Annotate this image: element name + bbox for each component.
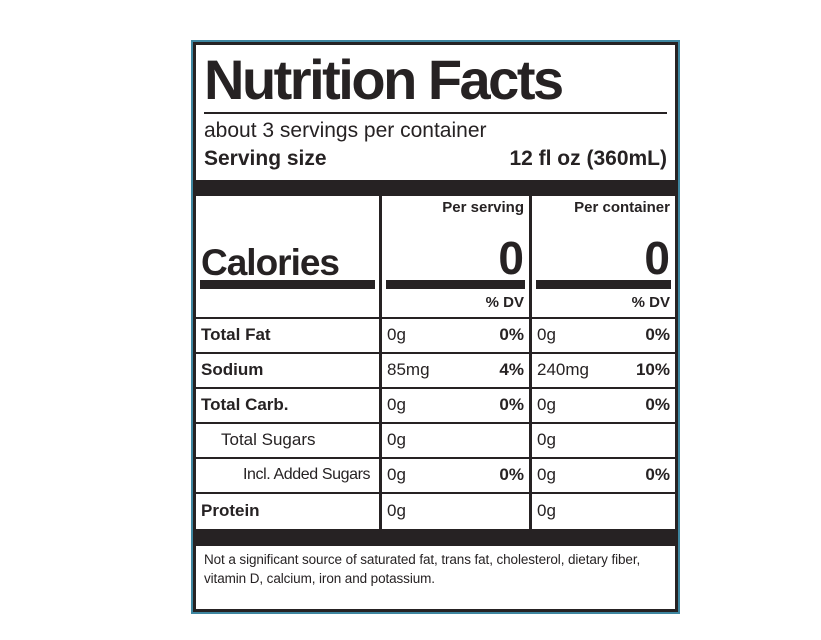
calories-bar-cell bbox=[532, 279, 675, 289]
amount-value: 0g bbox=[387, 395, 406, 415]
dv-value: 4% bbox=[499, 360, 524, 380]
calories-label: Calories bbox=[201, 241, 340, 283]
label-header: Nutrition Facts about 3 servings per con… bbox=[196, 45, 675, 180]
table-row: 0g bbox=[532, 494, 675, 529]
table-row: 0g 0% bbox=[532, 389, 675, 424]
amount-value: 0g bbox=[387, 465, 406, 485]
dv-header-per-serving: % DV bbox=[382, 289, 529, 319]
dv-value: 0% bbox=[499, 325, 524, 345]
amount-value: 240mg bbox=[537, 360, 589, 380]
nutrient-name: Total Fat bbox=[201, 325, 271, 345]
amount-value: 0g bbox=[537, 501, 556, 521]
table-row: Total Sugars bbox=[196, 424, 379, 459]
nutrient-name: Sodium bbox=[201, 360, 264, 380]
table-row: 0g 0% bbox=[382, 389, 529, 424]
calories-bar-cell bbox=[382, 279, 529, 289]
table-row: 85mg 4% bbox=[382, 354, 529, 389]
table-row: 0g bbox=[382, 494, 529, 529]
table-row: Total Carb. bbox=[196, 389, 379, 424]
table-row: 240mg 10% bbox=[532, 354, 675, 389]
per-serving-header: Per serving bbox=[442, 198, 524, 216]
calories-per-container-value: 0 bbox=[644, 232, 670, 285]
calories-bar-cell bbox=[196, 279, 379, 289]
calories-per-container-cell: Per container 0 bbox=[532, 196, 675, 285]
amount-value: 0g bbox=[537, 325, 556, 345]
dv-value: 0% bbox=[499, 395, 524, 415]
amount-value: 0g bbox=[387, 325, 406, 345]
column-per-container: Per container 0 % DV 0g 0% 240mg 10% 0g … bbox=[529, 195, 675, 529]
table-row: 0g 0% bbox=[382, 459, 529, 494]
dv-value: 0% bbox=[645, 395, 670, 415]
table-row: Sodium bbox=[196, 354, 379, 389]
amount-value: 0g bbox=[537, 430, 556, 450]
label-title: Nutrition Facts bbox=[204, 48, 564, 111]
nutrient-name: Total Carb. bbox=[201, 395, 289, 415]
table-row: 0g 0% bbox=[532, 459, 675, 494]
top-thick-divider bbox=[196, 179, 675, 196]
dv-value: 0% bbox=[645, 325, 670, 345]
serving-size-label: Serving size bbox=[204, 146, 327, 170]
column-nutrient-names: Calories Total Fat Sodium Total Carb. To… bbox=[196, 196, 379, 529]
footnote: Not a significant source of saturated fa… bbox=[204, 551, 641, 586]
dv-header-empty-cell bbox=[196, 289, 379, 319]
column-per-serving: Per serving 0 % DV 0g 0% 85mg 4% 0g 0% 0… bbox=[379, 195, 529, 529]
table-row: 0g bbox=[382, 424, 529, 459]
amount-value: 0g bbox=[387, 430, 406, 450]
per-container-header: Per container bbox=[574, 198, 670, 216]
nutrient-name: Incl. Added Sugars bbox=[243, 466, 371, 484]
calories-per-serving-value: 0 bbox=[498, 232, 524, 285]
nutrient-name: Protein bbox=[201, 501, 260, 521]
serving-size-row: Serving size 12 fl oz (360mL) bbox=[204, 145, 667, 180]
table-row: 0g bbox=[532, 424, 675, 459]
table-row: Protein bbox=[196, 494, 379, 529]
dv-header-per-container: % DV bbox=[532, 289, 675, 319]
table-row: 0g 0% bbox=[532, 319, 675, 354]
nutrient-name: Total Sugars bbox=[221, 430, 316, 450]
calories-name-cell: Calories bbox=[196, 196, 379, 283]
calories-per-serving-cell: Per serving 0 bbox=[382, 196, 529, 285]
dv-value: 0% bbox=[645, 465, 670, 485]
serving-size-value: 12 fl oz (360mL) bbox=[509, 146, 667, 170]
amount-value: 0g bbox=[387, 501, 406, 521]
amount-value: 85mg bbox=[387, 360, 430, 380]
table-row: 0g 0% bbox=[382, 319, 529, 354]
nutrition-facts-label: Nutrition Facts about 3 servings per con… bbox=[193, 42, 678, 612]
servings-per-container: about 3 servings per container bbox=[204, 119, 487, 143]
table-row: Total Fat bbox=[196, 319, 379, 354]
bottom-thick-divider bbox=[196, 528, 675, 546]
dv-value: 10% bbox=[635, 360, 670, 380]
amount-value: 0g bbox=[537, 465, 556, 485]
amount-value: 0g bbox=[537, 395, 556, 415]
dv-value: 0% bbox=[499, 465, 524, 485]
title-divider bbox=[204, 112, 667, 115]
table-row: Incl. Added Sugars bbox=[196, 459, 379, 494]
nutrients-table: Calories Total Fat Sodium Total Carb. To… bbox=[196, 195, 675, 529]
